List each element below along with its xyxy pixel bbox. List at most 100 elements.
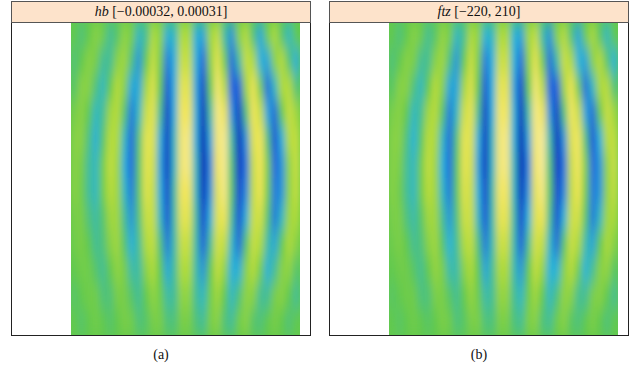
heatmap-cell bbox=[78, 152, 86, 179]
heatmap-cell bbox=[157, 230, 165, 257]
heatmap-cell bbox=[92, 22, 100, 48]
heatmap-cell bbox=[496, 152, 504, 179]
heatmap-cell bbox=[106, 48, 114, 75]
heatmap-cell bbox=[257, 152, 265, 179]
heatmap-cell bbox=[171, 178, 179, 205]
heatmap-cell bbox=[114, 126, 122, 153]
heatmap-cell bbox=[92, 204, 100, 231]
heatmap-cell bbox=[439, 178, 447, 205]
heatmap-cell bbox=[410, 126, 418, 153]
heatmap-cell bbox=[185, 230, 193, 257]
heatmap-cell bbox=[149, 256, 157, 283]
heatmap-cell bbox=[157, 48, 165, 75]
heatmap-cell bbox=[271, 204, 279, 231]
heatmap-cell bbox=[214, 152, 222, 179]
heatmap-cell bbox=[185, 309, 193, 335]
heatmap-cell bbox=[560, 256, 568, 283]
heatmap-cell bbox=[71, 204, 78, 231]
heatmap-cell bbox=[142, 152, 150, 179]
heatmap-cell bbox=[603, 48, 611, 75]
heatmap-cell bbox=[92, 178, 100, 205]
heatmap-cell bbox=[228, 204, 236, 231]
heatmap-cell bbox=[114, 48, 122, 75]
heatmap-cell bbox=[424, 22, 432, 48]
heatmap-cell bbox=[489, 256, 497, 283]
heatmap-cell bbox=[424, 48, 432, 75]
heatmap-cell bbox=[446, 100, 454, 127]
heatmap-cell bbox=[603, 256, 611, 283]
heatmap-cell bbox=[85, 283, 93, 310]
heatmap-cell bbox=[278, 100, 286, 127]
heatmap-cell bbox=[114, 309, 122, 335]
heatmap-cell bbox=[142, 126, 150, 153]
heatmap-cell bbox=[242, 152, 250, 179]
heatmap-cell bbox=[467, 152, 475, 179]
heatmap-cell bbox=[568, 256, 576, 283]
heatmap-cell bbox=[611, 22, 618, 48]
heatmap-cell bbox=[85, 178, 93, 205]
heatmap-cell bbox=[207, 283, 215, 310]
heatmap-cell bbox=[424, 152, 432, 179]
heatmap-cell bbox=[178, 230, 186, 257]
heatmap-cell bbox=[460, 256, 468, 283]
heatmap-cell bbox=[424, 126, 432, 153]
heatmap-cell bbox=[92, 256, 100, 283]
heatmap-cell bbox=[417, 230, 425, 257]
heatmap-cell bbox=[128, 309, 136, 335]
heatmap-cell bbox=[106, 204, 114, 231]
heatmap-cell bbox=[99, 152, 107, 179]
heatmap-cell bbox=[257, 178, 265, 205]
heatmap-cell bbox=[149, 100, 157, 127]
figure-svg: hb [−0.00032, 0.00031](a)ftz [−220, 210]… bbox=[0, 0, 638, 374]
heatmap-cell bbox=[510, 309, 518, 335]
heatmap-cell bbox=[596, 178, 604, 205]
heatmap-cell bbox=[99, 100, 107, 127]
heatmap-cell bbox=[589, 283, 597, 310]
heatmap-cell bbox=[553, 283, 561, 310]
heatmap-cell bbox=[185, 100, 193, 127]
heatmap-cell bbox=[589, 152, 597, 179]
heatmap-cell bbox=[271, 74, 279, 101]
heatmap-cell bbox=[149, 152, 157, 179]
heatmap-cell bbox=[589, 22, 597, 48]
heatmap-cell bbox=[207, 74, 215, 101]
heatmap-cell bbox=[92, 230, 100, 257]
heatmap-cell bbox=[214, 48, 222, 75]
heatmap-cell bbox=[475, 256, 483, 283]
heatmap-cell bbox=[207, 100, 215, 127]
heatmap-cell bbox=[546, 204, 554, 231]
heatmap-cell bbox=[171, 204, 179, 231]
heatmap-cell bbox=[200, 283, 208, 310]
heatmap-cell bbox=[257, 126, 265, 153]
heatmap-cell bbox=[192, 152, 200, 179]
heatmap-cell bbox=[611, 178, 618, 205]
heatmap-cell bbox=[235, 126, 243, 153]
heatmap-cell bbox=[460, 152, 468, 179]
heatmap-cell bbox=[560, 74, 568, 101]
heatmap-cell bbox=[539, 126, 547, 153]
heatmap-cell bbox=[121, 230, 129, 257]
heatmap-cell bbox=[207, 126, 215, 153]
heatmap-cell bbox=[92, 100, 100, 127]
heatmap-cell bbox=[228, 126, 236, 153]
heatmap-cell bbox=[525, 256, 533, 283]
heatmap-cell bbox=[403, 178, 411, 205]
heatmap-cell bbox=[539, 230, 547, 257]
heatmap-cell bbox=[157, 74, 165, 101]
heatmap-cell bbox=[149, 22, 157, 48]
heatmap-cell bbox=[460, 178, 468, 205]
heatmap-cell bbox=[293, 283, 300, 310]
heatmap-cell bbox=[424, 230, 432, 257]
heatmap-cell bbox=[106, 283, 114, 310]
heatmap-cell bbox=[475, 204, 483, 231]
heatmap-cell bbox=[403, 22, 411, 48]
heatmap-cell bbox=[439, 22, 447, 48]
heatmap-cell bbox=[293, 178, 300, 205]
heatmap-cell bbox=[546, 256, 554, 283]
heatmap-cell bbox=[128, 74, 136, 101]
heatmap-cell bbox=[424, 283, 432, 310]
heatmap-cell bbox=[271, 48, 279, 75]
heatmap-cell bbox=[532, 256, 540, 283]
heatmap-cell bbox=[114, 178, 122, 205]
heatmap-cell bbox=[589, 48, 597, 75]
